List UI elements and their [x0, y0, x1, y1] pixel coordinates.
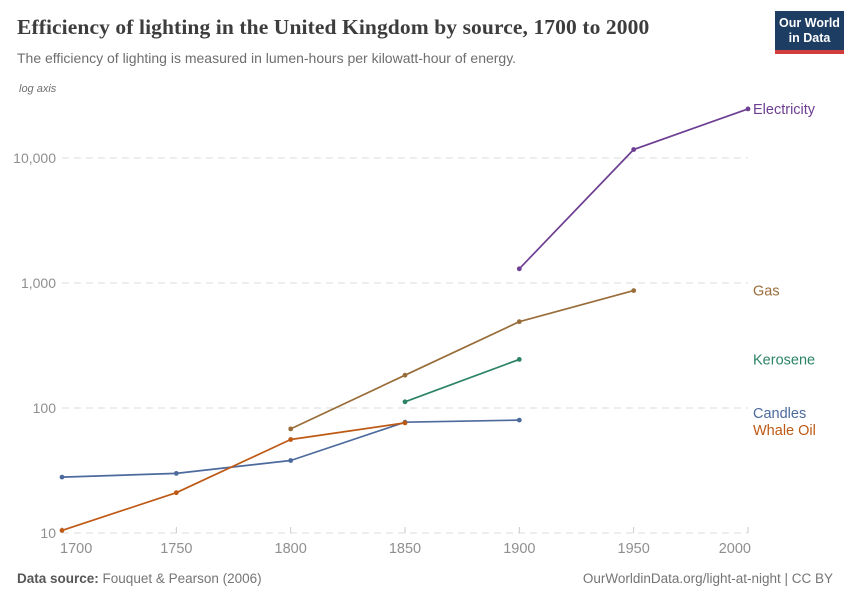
owid-logo-line1: Our World [779, 16, 840, 30]
x-axis-tick-label: 1800 [275, 541, 307, 557]
attribution[interactable]: OurWorldinData.org/light-at-night | CC B… [582, 571, 833, 586]
log-axis-note: log axis [19, 83, 57, 95]
data-point-candles[interactable] [288, 458, 294, 463]
y-axis-tick-label: 10,000 [13, 150, 56, 166]
series-label-whale-oil[interactable]: Whale Oil [753, 423, 816, 439]
data-point-gas[interactable] [516, 319, 522, 325]
y-axis-tick-label: 1,000 [21, 275, 56, 291]
series-line-whale-oil[interactable] [61, 422, 406, 532]
data-point-kerosene[interactable] [516, 357, 522, 362]
x-axis-tick-label: 1900 [503, 541, 535, 557]
data-point-candles[interactable] [59, 474, 65, 480]
data-source: Data source: Fouquet & Pearson (2006) [17, 571, 262, 586]
x-axis-tick-label: 1750 [160, 541, 192, 557]
series-line-electricity[interactable] [518, 108, 749, 270]
data-point-electricity[interactable] [516, 266, 522, 272]
data-point-whale-oil[interactable] [402, 420, 408, 426]
data-point-electricity[interactable] [631, 147, 637, 152]
data-point-whale-oil[interactable] [173, 490, 179, 496]
data-point-candles[interactable] [173, 471, 179, 476]
data-point-gas[interactable] [288, 426, 294, 432]
x-axis-tick-label: 2000 [719, 541, 751, 557]
series-line-kerosene[interactable] [404, 358, 520, 403]
series-label-candles[interactable]: Candles [753, 406, 806, 422]
data-source-value: Fouquet & Pearson (2006) [102, 571, 262, 586]
series-line-gas[interactable] [290, 289, 634, 430]
data-point-electricity[interactable] [745, 106, 751, 112]
owid-logo-line2: in Data [788, 30, 831, 45]
data-point-whale-oil[interactable] [288, 437, 294, 442]
data-point-whale-oil[interactable] [59, 528, 65, 533]
data-point-gas[interactable] [402, 372, 408, 378]
series-label-gas[interactable]: Gas [753, 284, 780, 300]
x-axis-tick-label: 1850 [389, 541, 421, 557]
series-label-electricity[interactable]: Electricity [753, 102, 816, 118]
chart-footer: Data source: Fouquet & Pearson (2006) Ou… [17, 571, 833, 586]
y-axis-tick-label: 10 [40, 525, 56, 541]
data-point-candles[interactable] [516, 417, 522, 423]
owid-logo[interactable]: Our World in Data [775, 11, 844, 54]
data-point-gas[interactable] [631, 288, 637, 293]
series-label-kerosene[interactable]: Kerosene [753, 352, 815, 368]
page-title: Efficiency of lighting in the United Kin… [17, 15, 650, 39]
data-source-label: Data source: [17, 571, 99, 586]
chart-subtitle: The efficiency of lighting is measured i… [17, 50, 517, 66]
x-axis-tick-label: 1700 [60, 541, 92, 557]
x-axis-tick-label: 1950 [618, 541, 650, 557]
y-axis-tick-label: 100 [33, 400, 57, 416]
data-point-kerosene[interactable] [402, 399, 408, 405]
